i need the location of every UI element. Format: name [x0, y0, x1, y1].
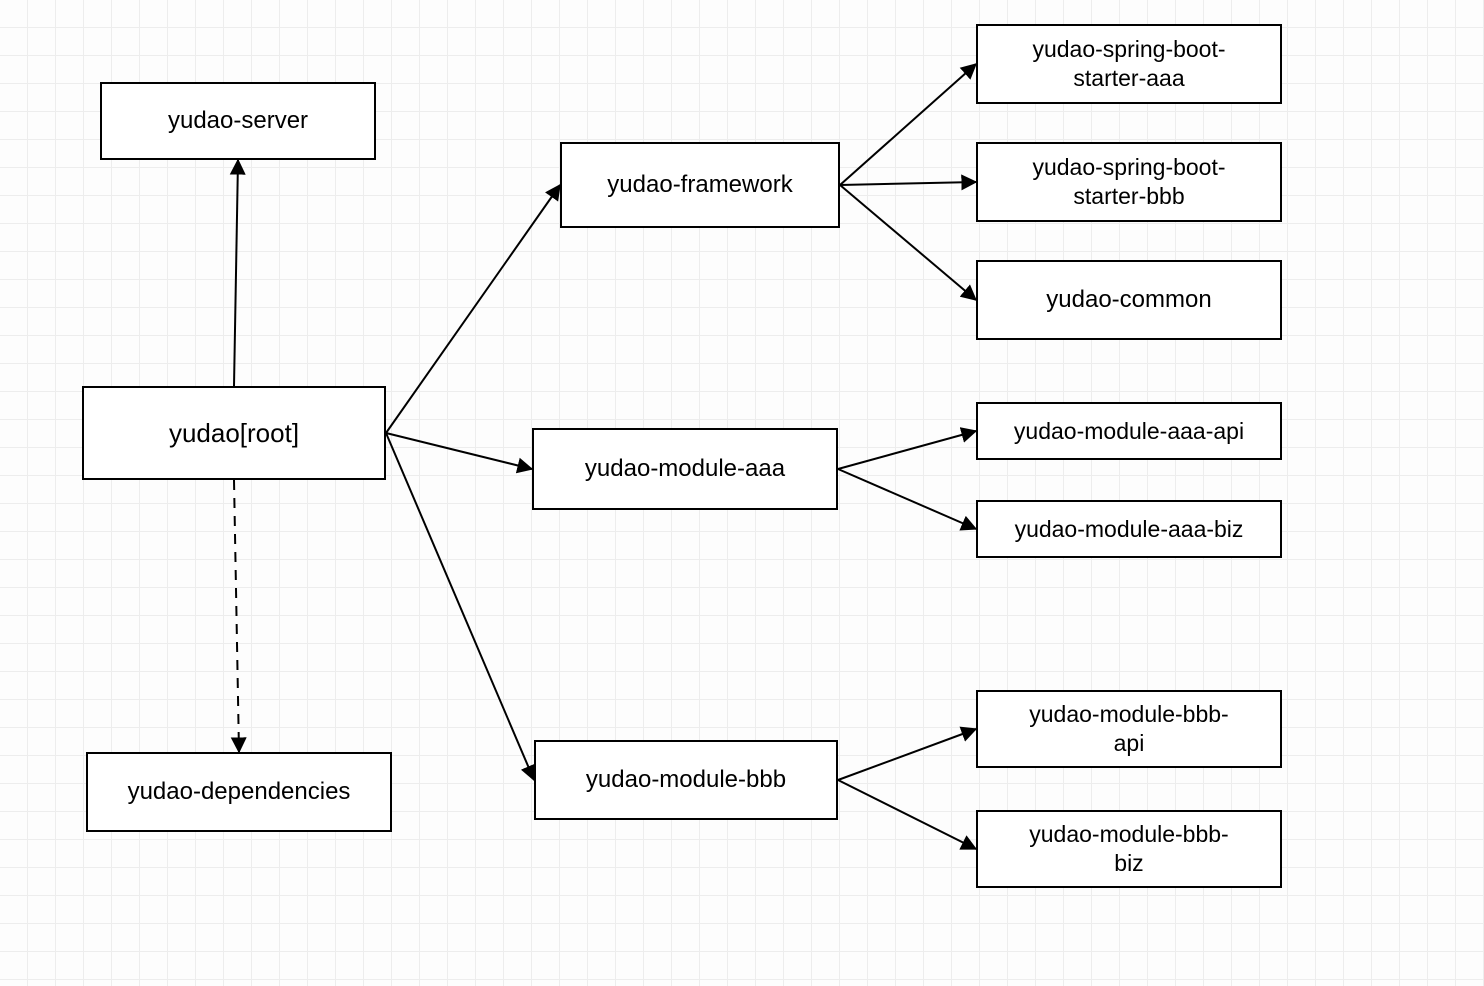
edge-root-to-deps — [234, 480, 239, 752]
edge-mod-bbb-to-bbb-biz — [838, 780, 976, 849]
node-label: yudao-server — [168, 106, 308, 136]
node-server: yudao-server — [100, 82, 376, 160]
node-label: yudao-module-aaa-api — [1014, 417, 1244, 446]
edge-mod-aaa-to-aaa-api — [838, 431, 976, 469]
edge-mod-aaa-to-aaa-biz — [838, 469, 976, 529]
node-starter-aaa: yudao-spring-boot- starter-aaa — [976, 24, 1282, 104]
node-mod-bbb: yudao-module-bbb — [534, 740, 838, 820]
node-label: yudao-common — [1046, 285, 1211, 315]
node-label: yudao-module-aaa-biz — [1015, 515, 1244, 544]
node-label: yudao-dependencies — [128, 777, 351, 807]
node-label: yudao-framework — [607, 170, 792, 200]
diagram-canvas: yudao-server yudao[root] yudao-dependencie… — [0, 0, 1484, 986]
node-aaa-api: yudao-module-aaa-api — [976, 402, 1282, 460]
edge-root-to-mod-aaa — [386, 433, 532, 469]
node-label: yudao[root] — [169, 417, 299, 450]
node-label: yudao-module-aaa — [585, 454, 785, 484]
edge-root-to-framework — [386, 185, 560, 433]
node-bbb-biz: yudao-module-bbb- biz — [976, 810, 1282, 888]
node-label: yudao-module-bbb- api — [1029, 700, 1228, 758]
node-bbb-api: yudao-module-bbb- api — [976, 690, 1282, 768]
edge-framework-to-starter-bbb — [840, 182, 976, 185]
node-starter-bbb: yudao-spring-boot- starter-bbb — [976, 142, 1282, 222]
node-label: yudao-spring-boot- starter-bbb — [1032, 153, 1225, 211]
node-label: yudao-module-bbb- biz — [1029, 820, 1228, 878]
edge-framework-to-common — [840, 185, 976, 300]
node-root: yudao[root] — [82, 386, 386, 480]
edge-framework-to-starter-aaa — [840, 64, 976, 185]
edge-mod-bbb-to-bbb-api — [838, 729, 976, 780]
edge-root-to-server — [234, 160, 238, 386]
node-common: yudao-common — [976, 260, 1282, 340]
node-label: yudao-spring-boot- starter-aaa — [1032, 35, 1225, 93]
node-aaa-biz: yudao-module-aaa-biz — [976, 500, 1282, 558]
node-framework: yudao-framework — [560, 142, 840, 228]
node-label: yudao-module-bbb — [586, 765, 786, 795]
edge-root-to-mod-bbb — [386, 433, 534, 780]
node-deps: yudao-dependencies — [86, 752, 392, 832]
node-mod-aaa: yudao-module-aaa — [532, 428, 838, 510]
